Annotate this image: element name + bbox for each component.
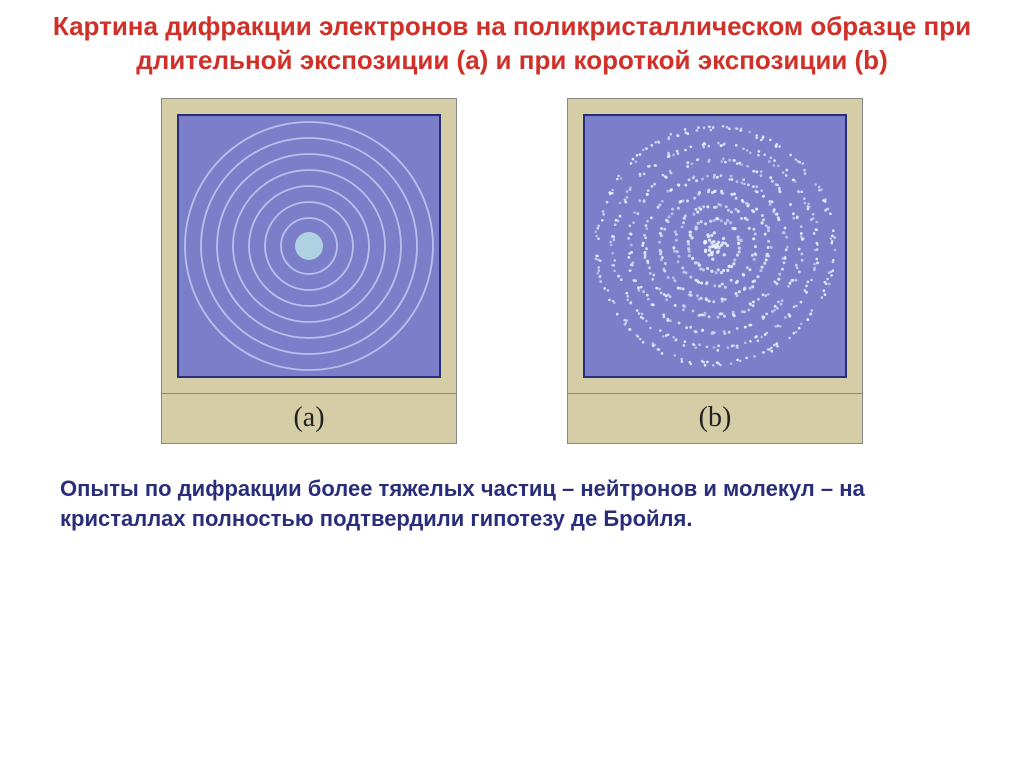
diffraction-a-svg (179, 116, 439, 376)
figure-b-plate (567, 98, 863, 394)
figure-a-inner (177, 114, 441, 378)
figure-b: (b) (567, 98, 863, 444)
figures-row: (a) (b) (0, 98, 1024, 444)
figure-a-plate (161, 98, 457, 394)
figure-a-label: (a) (161, 394, 457, 444)
caption-text: Опыты по дифракции более тяжелых частиц … (0, 444, 1024, 536)
page-title: Картина дифракции электронов на поликрис… (0, 0, 1024, 88)
diffraction-b-svg (585, 116, 845, 376)
figure-b-inner (583, 114, 847, 378)
figure-b-label: (b) (567, 394, 863, 444)
figure-a: (a) (161, 98, 457, 444)
